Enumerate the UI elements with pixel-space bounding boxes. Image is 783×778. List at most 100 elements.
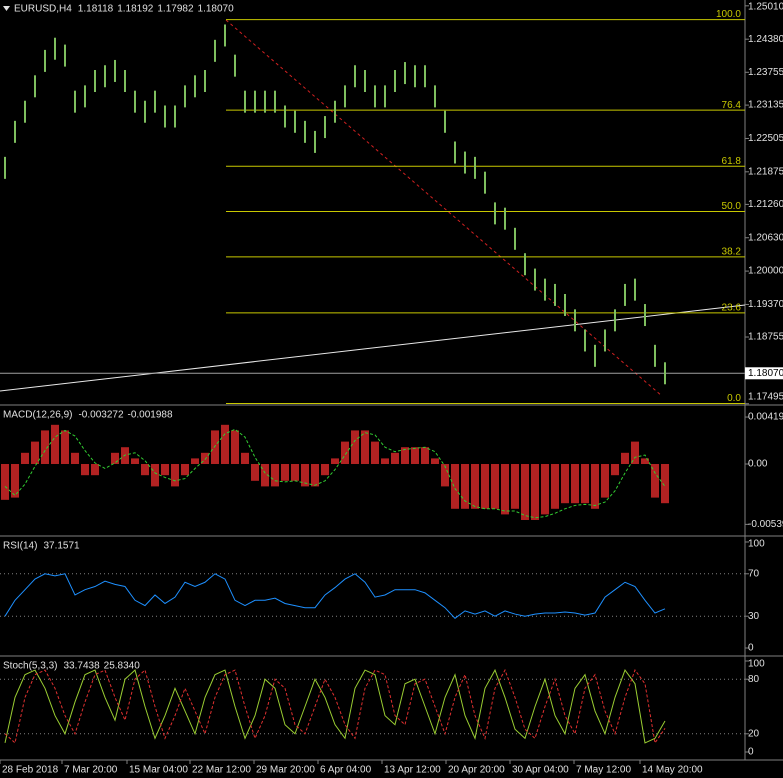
- y-tick-label: 0.004194: [748, 412, 783, 423]
- last-price-box: [745, 367, 783, 380]
- histogram-bar: [291, 464, 299, 481]
- histogram-bar: [431, 458, 439, 465]
- histogram-bar: [171, 464, 179, 487]
- histogram-bar: [401, 447, 409, 465]
- readout-value: 25.8340: [104, 661, 141, 672]
- y-tick-label: 20: [748, 728, 760, 739]
- y-tick-label: 1.20630: [748, 232, 783, 243]
- histogram-bar: [521, 464, 529, 520]
- histogram-bar: [601, 464, 609, 498]
- y-tick-label: 1.21875: [748, 166, 783, 177]
- histogram-bar: [1, 464, 9, 500]
- histogram-bar: [81, 464, 89, 476]
- histogram-bar: [331, 458, 339, 465]
- y-tick-label: 1.25010: [748, 2, 783, 13]
- y-tick-label: 1.17495: [748, 392, 783, 403]
- fib-label: 100.0: [716, 9, 741, 20]
- y-tick-label: 1.18755: [748, 332, 783, 343]
- histogram-bar: [481, 464, 489, 509]
- histogram-bar: [91, 464, 99, 476]
- histogram-bar: [261, 464, 269, 487]
- panel-title: EURUSD,H4: [14, 4, 72, 15]
- histogram-bar: [541, 464, 549, 515]
- y-tick-label: 0: [748, 643, 754, 654]
- x-tick-label: 29 Mar 20:00: [256, 765, 315, 776]
- fib-label: 0.0: [727, 393, 741, 404]
- y-tick-label: -0.00539: [748, 519, 783, 530]
- histogram-bar: [41, 430, 49, 465]
- panel-title: Stoch(5,3,3): [3, 661, 57, 672]
- histogram-bar: [411, 447, 419, 465]
- histogram-bar: [441, 464, 449, 487]
- y-tick-label: 1.19370: [748, 299, 783, 310]
- histogram-bar: [201, 452, 209, 465]
- histogram-bar: [241, 452, 249, 465]
- histogram-bar: [551, 464, 559, 509]
- histogram-bar: [661, 464, 669, 504]
- readout-value: 33.7438: [63, 661, 100, 672]
- histogram-bar: [391, 452, 399, 465]
- histogram-bar: [351, 430, 359, 465]
- trend-line: [0, 304, 746, 392]
- histogram-bar: [51, 424, 59, 465]
- y-tick-label: 1.22505: [748, 133, 783, 144]
- readout-value: 37.1571: [43, 541, 80, 552]
- histogram-bar: [71, 452, 79, 465]
- histogram-bar: [471, 464, 479, 509]
- histogram-bar: [341, 441, 349, 465]
- histogram-bar: [511, 464, 519, 509]
- histogram-bar: [421, 447, 429, 465]
- fib-label: 38.2: [722, 246, 742, 257]
- histogram-bar: [361, 430, 369, 465]
- histogram-bar: [581, 464, 589, 504]
- last-price-label: 1.18070: [748, 368, 783, 379]
- indicator-line: [4, 668, 666, 744]
- indicator-line: [4, 573, 666, 619]
- y-tick-label: 100: [748, 659, 765, 670]
- readout-value: 1.18118: [78, 4, 114, 15]
- histogram-bar: [281, 464, 289, 481]
- histogram-bar: [311, 464, 319, 487]
- y-tick-label: 0.00: [748, 459, 768, 470]
- histogram-bar: [221, 424, 229, 465]
- histogram-bar: [301, 464, 309, 487]
- histogram-bar: [461, 464, 469, 509]
- histogram-bar: [491, 464, 499, 509]
- histogram-bar: [611, 464, 619, 476]
- histogram-bar: [191, 458, 199, 465]
- histogram-bar: [591, 464, 599, 509]
- histogram-bar: [371, 441, 379, 465]
- histogram-bar: [21, 452, 29, 465]
- x-tick-label: 7 Mar 20:00: [64, 765, 118, 776]
- fib-label: 50.0: [722, 201, 742, 212]
- x-tick-label: 6 Apr 04:00: [320, 765, 372, 776]
- readout-value: -0.003272: [78, 410, 123, 421]
- menu-triangle[interactable]: [3, 6, 10, 11]
- x-tick-label: 14 May 20:00: [642, 765, 703, 776]
- histogram-bar: [11, 464, 19, 498]
- histogram-bar: [631, 441, 639, 465]
- x-tick-label: 20 Apr 20:00: [448, 765, 505, 776]
- y-tick-label: 1.23755: [748, 67, 783, 78]
- fib-label: 76.4: [722, 100, 742, 111]
- histogram-bar: [151, 464, 159, 487]
- readout-value: 1.18070: [198, 4, 235, 15]
- panel-title: MACD(12,26,9): [3, 410, 72, 421]
- histogram-bar: [181, 464, 189, 476]
- indicator-line: [4, 668, 666, 745]
- histogram-bar: [211, 430, 219, 465]
- histogram-bar: [641, 458, 649, 465]
- histogram-bar: [141, 464, 149, 476]
- x-tick-label: 30 Apr 04:00: [512, 765, 569, 776]
- y-tick-label: 0: [748, 747, 754, 758]
- y-tick-label: 1.21260: [748, 199, 783, 210]
- histogram-bar: [131, 458, 139, 465]
- readout-value: 1.18192: [117, 4, 154, 15]
- readout-value: -0.001988: [128, 410, 173, 421]
- x-tick-label: 22 Mar 12:00: [192, 765, 251, 776]
- x-tick-label: 15 Mar 04:00: [129, 765, 188, 776]
- panel-title: RSI(14): [3, 541, 37, 552]
- histogram-bar: [61, 430, 69, 465]
